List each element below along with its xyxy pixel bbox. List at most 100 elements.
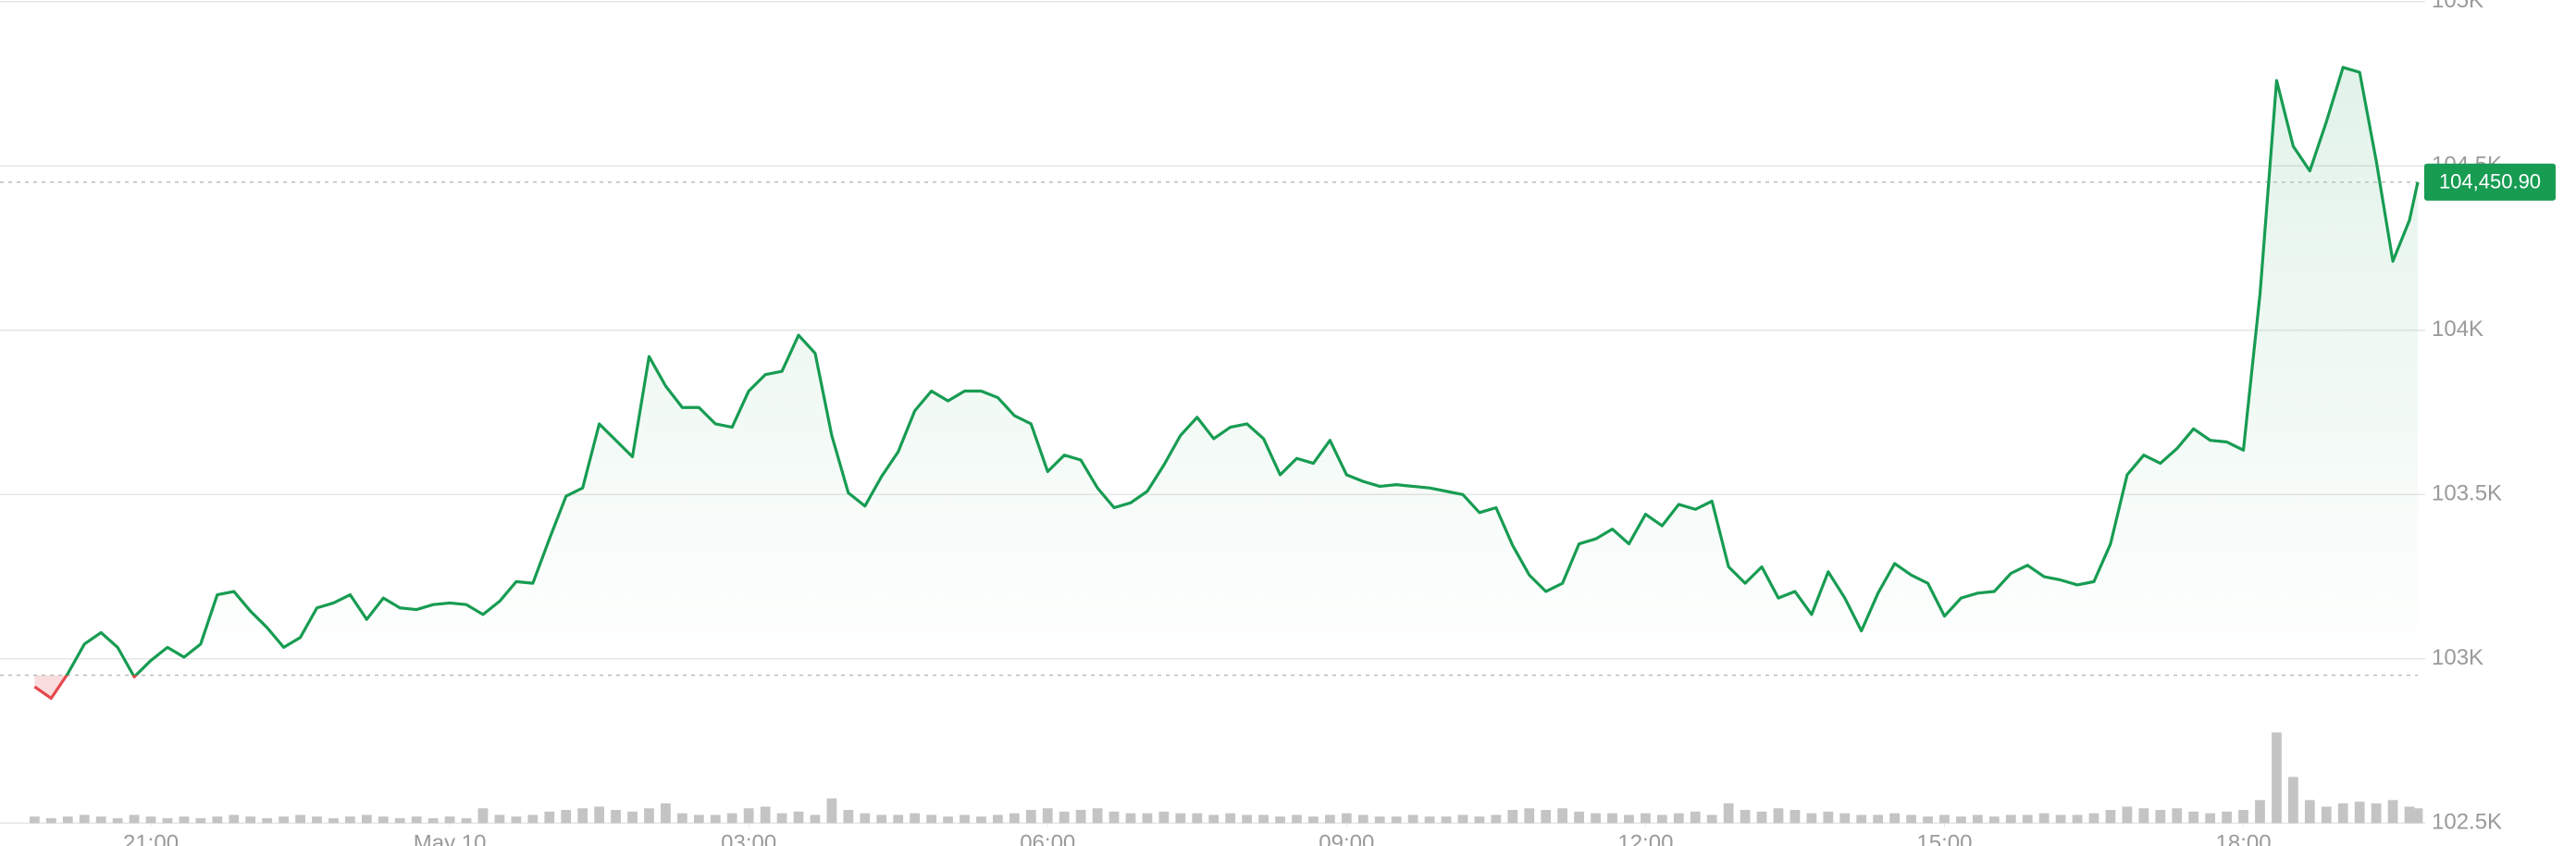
volume-bar [477, 808, 489, 824]
volume-bar [960, 815, 970, 824]
x-tick-label: 03:00 [721, 830, 776, 846]
volume-bar [1009, 813, 1020, 824]
volume-bar [2055, 815, 2066, 824]
volume-bar [726, 813, 737, 824]
volume-bar [893, 815, 904, 824]
volume-bar [1142, 813, 1153, 824]
volume-bar [1773, 808, 1784, 824]
volume-bar [776, 813, 787, 824]
volume-bar [1374, 816, 1385, 824]
volume-bar [1906, 815, 1916, 824]
volume-bar [1756, 811, 1767, 824]
volume-bar [843, 810, 854, 824]
volume-bar [627, 811, 638, 824]
y-tick-label: 102.5K [2432, 810, 2502, 835]
x-tick-label: 06:00 [1020, 830, 1075, 846]
price-area [34, 67, 2419, 699]
volume-bar [1923, 816, 1933, 824]
volume-bar [511, 816, 522, 824]
volume-bar [1624, 815, 1634, 824]
volume-bar [145, 816, 156, 824]
volume-bar [1507, 810, 1518, 824]
volume-bar [1574, 811, 1584, 824]
volume-bar [1341, 813, 1352, 824]
volume-bar [461, 817, 472, 824]
volume-bar [1939, 815, 1950, 824]
volume-bar [976, 816, 986, 824]
volume-bar [1972, 815, 1983, 824]
volume-bar [1856, 815, 1867, 824]
volume-bar [195, 817, 206, 824]
volume-bar [444, 816, 455, 824]
volume-bar [79, 815, 90, 824]
volume-bar [1690, 811, 1701, 824]
volume-bar [926, 815, 936, 824]
volume-bar [1656, 815, 1667, 824]
volume-bar [2337, 802, 2348, 824]
volume-bar [62, 816, 73, 824]
volume-bar [2172, 808, 2183, 824]
volume-bar [1441, 816, 1452, 824]
price-line [33, 66, 2420, 700]
volume-bar [1541, 810, 1552, 824]
volume-bar [1158, 811, 1170, 824]
volume-bar [345, 816, 355, 824]
volume-bar [112, 817, 123, 824]
volume-bar [1956, 816, 1966, 824]
volume-bar [2371, 802, 2382, 824]
volume-bar [2304, 800, 2315, 824]
volume-bar [2404, 806, 2415, 824]
volume-bar [262, 817, 273, 824]
volume-bar [2138, 808, 2149, 824]
volume-bar [2387, 800, 2398, 824]
volume-bar [2238, 810, 2248, 824]
volume-bar [710, 815, 721, 824]
volume-bar [295, 815, 305, 824]
volume-bar [1092, 808, 1103, 824]
volume-bar [1125, 813, 1136, 824]
volume-bar [1042, 808, 1053, 824]
volume-bar [943, 816, 953, 824]
price-tag-label: 104,450.90 [2439, 170, 2541, 193]
volume-bar [229, 815, 240, 824]
volume-bar [561, 810, 572, 824]
volume-bar [1292, 815, 1302, 824]
volume-bar [1308, 816, 1319, 824]
volume-bar [427, 817, 439, 824]
volume-bar [1108, 811, 1120, 824]
volume-bar [1823, 811, 1834, 824]
volume-bar [676, 813, 687, 824]
volume-bar [95, 816, 106, 824]
volume-bar [644, 808, 654, 824]
volume-bar [2354, 802, 2365, 824]
volume-bar [2088, 813, 2099, 824]
volume-bar [378, 816, 389, 824]
volume-bar [2022, 815, 2033, 824]
volume-bar [2205, 813, 2216, 824]
volume-bar [910, 813, 921, 824]
volume-bar [1059, 811, 1070, 824]
volume-bar [1873, 815, 1884, 824]
volume-bar [1557, 808, 1568, 824]
volume-bar [245, 816, 256, 824]
volume-bar [212, 816, 223, 824]
volume-bar [394, 817, 405, 824]
volume-bar [693, 815, 704, 824]
volume-bar [1208, 815, 1220, 824]
volume-bar [1607, 813, 1617, 824]
volume-bar [2155, 810, 2166, 824]
volume-bar [544, 811, 555, 824]
volume-bar [661, 802, 671, 824]
volume-bar [1357, 815, 1368, 824]
volume-bar [45, 817, 56, 824]
volume-bar [577, 808, 588, 824]
volume-bar [1075, 810, 1086, 824]
x-tick-label: May 10 [414, 830, 487, 846]
volume-bar [162, 817, 173, 824]
volume-bar [2288, 777, 2298, 824]
x-tick-label: 21:00 [123, 830, 179, 846]
volume-bar [2321, 806, 2332, 824]
volume-bar [594, 806, 605, 824]
